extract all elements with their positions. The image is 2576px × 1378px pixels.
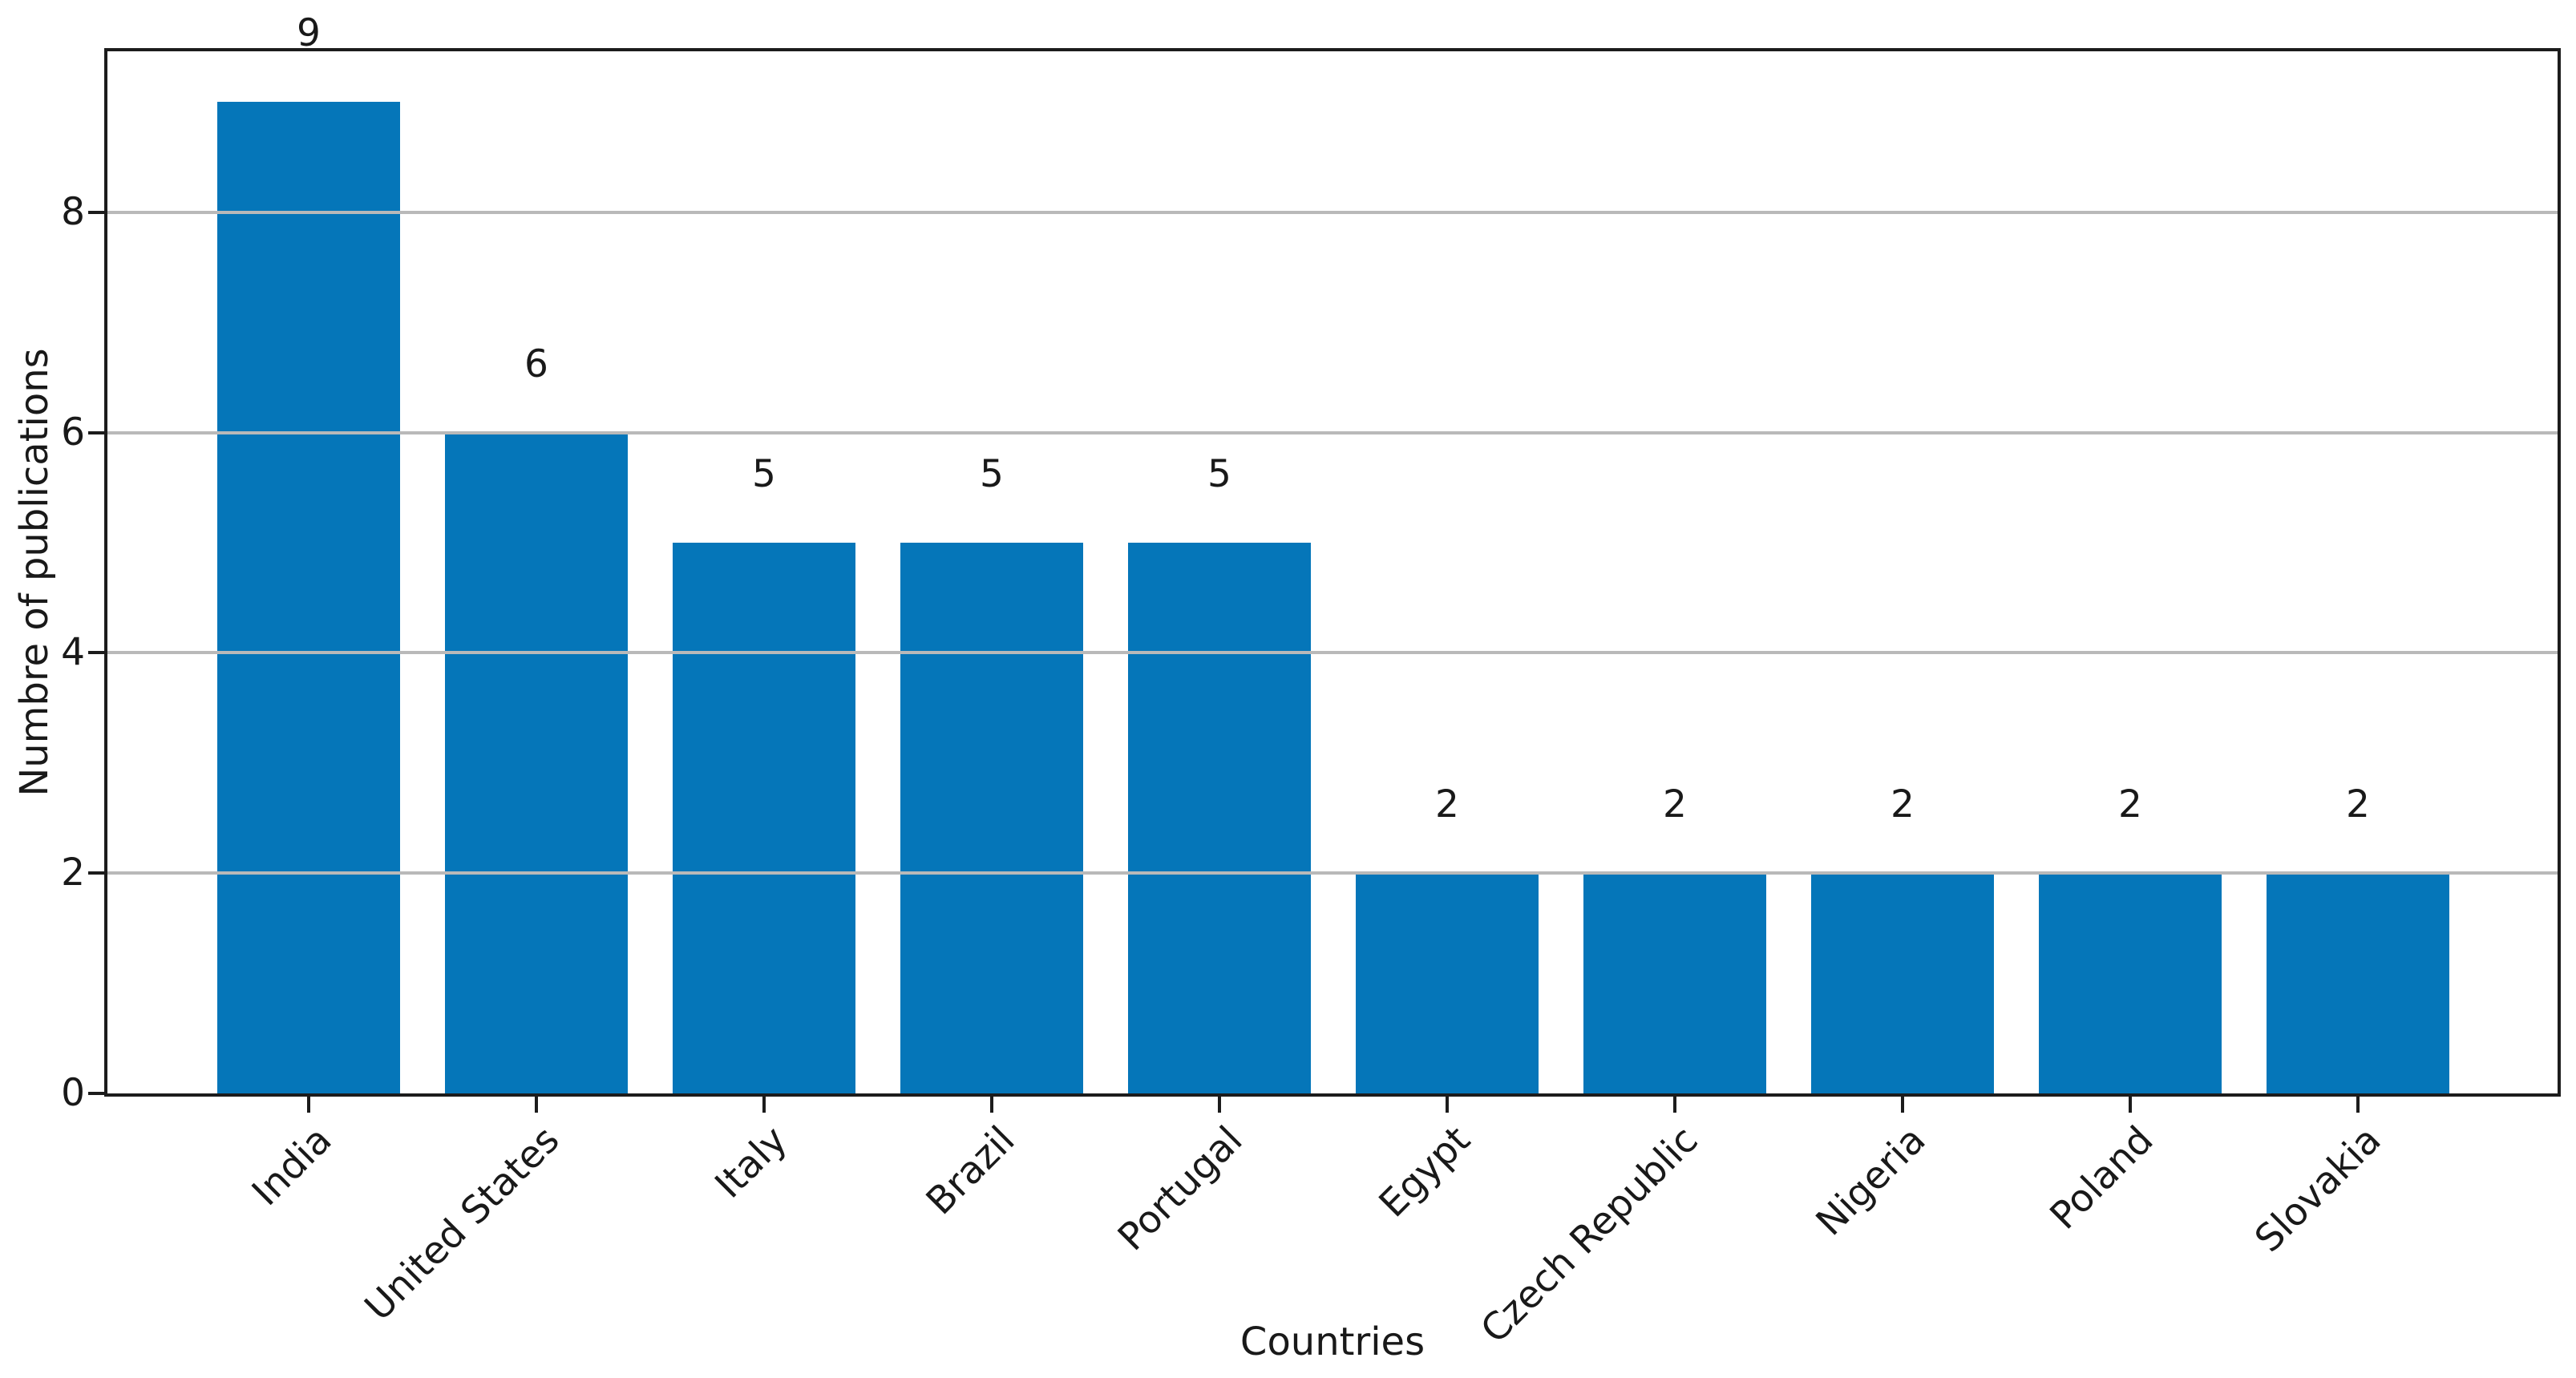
x-tick xyxy=(990,1097,993,1113)
y-tick xyxy=(88,210,104,214)
bar xyxy=(1811,873,1994,1093)
bar xyxy=(1356,873,1539,1093)
x-tick-label: Egypt xyxy=(1370,1117,1479,1226)
x-tick xyxy=(1901,1097,1904,1113)
x-tick xyxy=(1673,1097,1676,1113)
x-tick-label: Czech Republic xyxy=(1472,1117,1707,1352)
gridline-y-4 xyxy=(107,651,2558,655)
bar-value-label: 2 xyxy=(1891,782,1915,826)
bar xyxy=(900,543,1083,1093)
bar xyxy=(1583,873,1766,1093)
y-tick-label: 2 xyxy=(61,851,85,895)
x-tick xyxy=(762,1097,766,1113)
x-tick-label: India xyxy=(244,1117,341,1215)
x-tick-label: United States xyxy=(356,1117,568,1330)
bar-value-label: 5 xyxy=(752,452,776,496)
bar-value-label: 2 xyxy=(1435,782,1459,826)
x-tick xyxy=(2356,1097,2360,1113)
bar-value-label: 2 xyxy=(2346,782,2370,826)
gridline-y-6 xyxy=(107,430,2558,434)
gridline-y-2 xyxy=(107,871,2558,875)
bar-value-label: 5 xyxy=(980,452,1004,496)
y-tick xyxy=(88,1092,104,1095)
x-tick-label: Portugal xyxy=(1109,1117,1252,1260)
y-tick-label: 4 xyxy=(61,630,85,675)
y-tick-label: 6 xyxy=(61,410,85,455)
y-tick xyxy=(88,651,104,655)
x-tick-label: Slovakia xyxy=(2246,1117,2390,1262)
x-tick-label: Brazil xyxy=(917,1117,1024,1224)
bar xyxy=(2039,873,2222,1093)
x-axis-label: Countries xyxy=(1239,1319,1425,1364)
y-tick xyxy=(88,430,104,434)
bar-value-label: 2 xyxy=(1663,782,1687,826)
bar xyxy=(445,433,628,1093)
x-tick-label: Nigeria xyxy=(1807,1117,1935,1245)
bar-value-label: 9 xyxy=(297,11,321,55)
x-tick-label: Italy xyxy=(706,1117,796,1207)
x-tick xyxy=(1446,1097,1449,1113)
bar xyxy=(673,543,855,1093)
x-tick-label: Poland xyxy=(2041,1117,2162,1239)
bar-value-label: 6 xyxy=(524,342,548,386)
x-tick xyxy=(2129,1097,2132,1113)
x-tick xyxy=(307,1097,310,1113)
y-tick-label: 8 xyxy=(61,189,85,234)
gridline-y-8 xyxy=(107,210,2558,214)
bar xyxy=(217,102,400,1093)
bar-value-label: 2 xyxy=(2118,782,2142,826)
x-tick xyxy=(535,1097,538,1113)
bar xyxy=(1128,543,1311,1093)
bar-value-label: 5 xyxy=(1207,452,1231,496)
bar xyxy=(2267,873,2449,1093)
x-tick xyxy=(1218,1097,1221,1113)
y-tick-label: 0 xyxy=(61,1071,85,1115)
y-tick xyxy=(88,871,104,875)
